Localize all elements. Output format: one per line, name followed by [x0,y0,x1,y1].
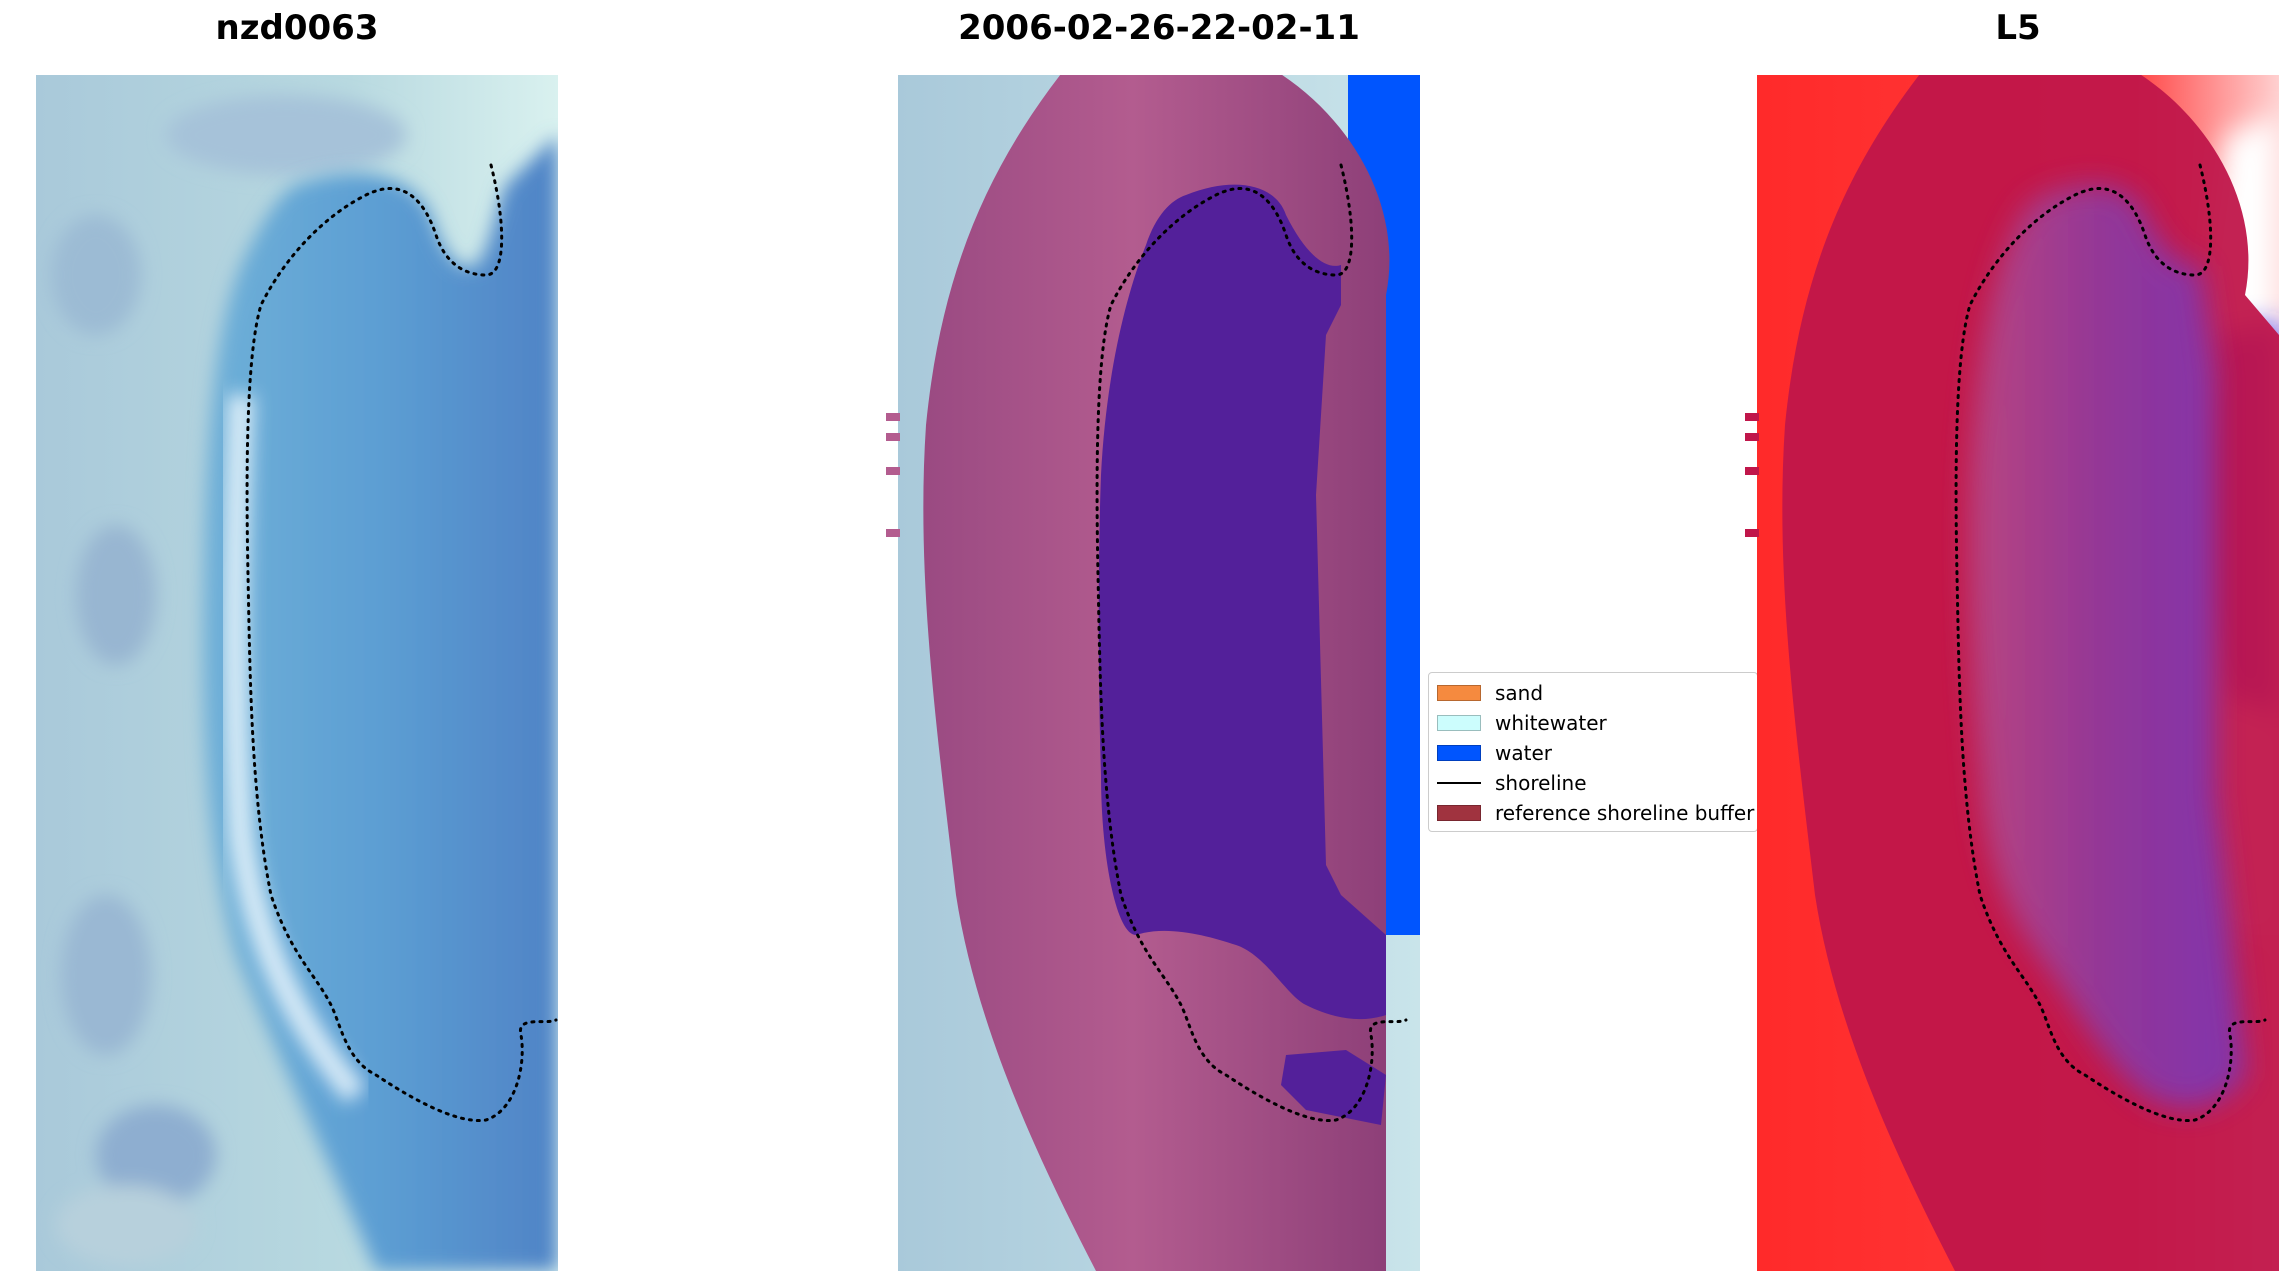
whitewater-strip [222,394,366,1104]
legend-label: shoreline [1495,771,1587,795]
legend-item-sand: sand [1437,678,1543,708]
legend-swatch-sand [1437,685,1481,701]
legend-label: sand [1495,681,1544,705]
legend-label: reference shoreline buffer [1495,801,1755,825]
detected-shoreline [245,163,558,1123]
buffer-edge-pixels [886,413,900,537]
land-texture [51,95,406,1265]
panel-title-rgb: nzd0063 [215,8,379,48]
legend-label: whitewater [1495,711,1607,735]
panel-title-index: L5 [1995,8,2041,48]
index-image-panel [1745,75,2279,1271]
water-index-area [1968,184,2245,1109]
detected-shoreline [1954,163,2267,1123]
legend-swatch-reference-buffer [1437,805,1481,821]
legend-item-whitewater: whitewater [1437,708,1607,738]
buffer-edge-pixels [1745,413,1759,537]
water-class-patch [1281,1050,1386,1125]
legend-item-water: water [1437,738,1552,768]
detected-shoreline [1095,163,1408,1123]
rgb-image-panel [36,75,558,1271]
legend: sand whitewater water shoreline referenc… [1428,672,1758,832]
legend-swatch-whitewater [1437,715,1481,731]
water-class-area [1098,184,1386,1020]
legend-line-shoreline [1437,782,1481,784]
panel-title-classified: 2006-02-26-22-02-11 [958,8,1360,48]
legend-item-shoreline: shoreline [1437,768,1587,798]
classified-image-panel [886,75,1420,1271]
legend-swatch-water [1437,745,1481,761]
legend-item-reference-buffer: reference shoreline buffer [1437,798,1754,828]
legend-label: water [1495,741,1552,765]
